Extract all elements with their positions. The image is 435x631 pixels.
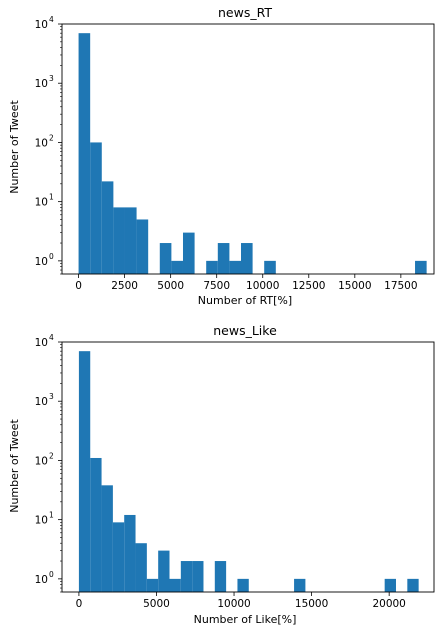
- x-tick-label: 7500: [203, 280, 230, 292]
- x-axis-label: Number of Like[%]: [194, 613, 297, 626]
- x-axis-label: Number of RT[%]: [198, 294, 292, 307]
- bars: [78, 351, 419, 592]
- x-tick-label: 20000: [372, 598, 405, 610]
- histogram-bar: [237, 578, 249, 592]
- histogram-bar: [159, 243, 172, 274]
- chart-title: news_Like: [213, 323, 277, 338]
- histogram-bar: [182, 232, 195, 274]
- y-tick-exponent: 4: [49, 15, 54, 24]
- histogram-bar: [171, 260, 183, 274]
- y-tick-label: 10: [35, 256, 48, 268]
- bars: [78, 33, 427, 274]
- histogram-bar: [90, 142, 102, 274]
- histogram-bar: [101, 181, 114, 274]
- y-tick-label: 10: [35, 137, 48, 149]
- y-tick-exponent: 3: [49, 74, 54, 83]
- y-tick-exponent: 1: [49, 511, 54, 520]
- y-tick-label: 10: [35, 515, 48, 527]
- histogram-bar: [136, 219, 149, 274]
- histogram-bar: [146, 578, 159, 592]
- y-axis-label: Number of Tweet: [8, 419, 21, 513]
- y-tick-exponent: 4: [49, 333, 54, 342]
- y-tick-exponent: 3: [49, 392, 54, 401]
- x-tick-label: 5000: [143, 598, 170, 610]
- histogram-bar: [384, 578, 396, 592]
- histogram-bar: [415, 260, 427, 274]
- histogram-bar: [169, 578, 181, 592]
- chart-news-rt: news_RT 0 2500 5000 7500 10000 12500 15000 1750…: [8, 5, 435, 307]
- y-tick-label: 10: [35, 574, 48, 586]
- y-tick-label: 10: [35, 78, 48, 90]
- histogram-bar: [113, 207, 125, 274]
- y-tick-label: 10: [35, 455, 48, 467]
- chart-title: news_RT: [218, 5, 272, 20]
- histogram-bar: [241, 243, 253, 274]
- y-tick-label: 10: [35, 337, 48, 349]
- x-axis-ticks: 0 5000 10000 15000 20000: [76, 592, 406, 610]
- histogram-bar: [264, 260, 276, 274]
- histogram-bar: [217, 243, 230, 274]
- y-tick-exponent: 0: [49, 252, 54, 261]
- histogram-bar: [124, 207, 137, 274]
- y-axis-label: Number of Tweet: [8, 100, 21, 194]
- x-tick-label: 10000: [246, 280, 279, 292]
- histogram-bar: [112, 522, 125, 592]
- y-tick-exponent: 1: [49, 193, 54, 202]
- y-tick-label: 10: [35, 19, 48, 31]
- x-tick-label: 0: [76, 598, 83, 610]
- y-tick-label: 10: [35, 396, 48, 408]
- histogram-bar: [135, 543, 147, 592]
- x-tick-label: 15000: [295, 598, 328, 610]
- histogram-bar: [78, 33, 91, 274]
- histogram-bar: [206, 260, 218, 274]
- y-tick-exponent: 2: [49, 133, 54, 142]
- histogram-bar: [407, 578, 419, 592]
- histogram-bar: [101, 485, 113, 592]
- y-tick-label: 10: [35, 197, 48, 209]
- y-tick-exponent: 2: [49, 451, 54, 460]
- histogram-bar: [180, 561, 193, 592]
- x-tick-label: 2500: [111, 280, 138, 292]
- histogram-bar: [229, 260, 242, 274]
- histogram-bar: [192, 561, 204, 592]
- x-tick-label: 10000: [217, 598, 250, 610]
- x-tick-label: 15000: [338, 280, 371, 292]
- axes-frame: [61, 341, 435, 593]
- x-tick-label: 5000: [157, 280, 184, 292]
- x-tick-label: 17500: [384, 280, 417, 292]
- histogram-bar: [158, 550, 170, 592]
- histogram-bar: [78, 351, 91, 592]
- x-axis-ticks: 0 2500 5000 7500 10000 12500 15000 17500: [75, 274, 418, 292]
- histogram-bar: [294, 578, 306, 592]
- x-tick-label: 12500: [292, 280, 325, 292]
- y-tick-exponent: 0: [49, 570, 54, 579]
- axes-frame: [61, 23, 435, 275]
- histogram-bar: [90, 457, 102, 592]
- x-tick-label: 0: [75, 280, 82, 292]
- histogram-bar: [124, 514, 136, 592]
- histogram-bar: [214, 561, 227, 592]
